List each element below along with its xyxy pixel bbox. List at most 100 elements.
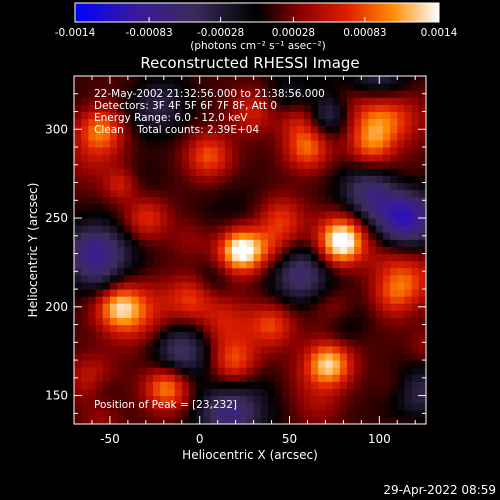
heatmap-cell bbox=[188, 232, 197, 240]
heatmap-cell bbox=[354, 246, 362, 255]
heatmap-cell bbox=[167, 367, 176, 375]
heatmap-cell bbox=[167, 402, 176, 411]
heatmap-cell bbox=[109, 168, 118, 176]
heatmap-cell bbox=[404, 189, 413, 198]
heatmap-cell bbox=[253, 104, 262, 113]
heatmap-cell bbox=[131, 388, 140, 397]
heatmap-cell bbox=[117, 310, 125, 318]
heatmap-cell bbox=[390, 83, 398, 91]
heatmap-cell bbox=[95, 139, 104, 148]
heatmap-cell bbox=[311, 409, 319, 418]
heatmap-cell bbox=[239, 367, 247, 375]
heatmap-cell bbox=[368, 175, 377, 184]
heatmap-cell bbox=[153, 125, 161, 134]
heatmap-cell bbox=[418, 168, 426, 176]
heatmap-cell bbox=[95, 161, 104, 169]
heatmap-cell bbox=[188, 409, 197, 418]
heatmap-cell bbox=[289, 367, 298, 375]
heatmap-cell bbox=[188, 281, 197, 290]
heatmap-cell bbox=[282, 274, 291, 283]
heatmap-cell bbox=[390, 210, 398, 219]
heatmap-cell bbox=[167, 317, 176, 326]
heatmap-cell bbox=[253, 182, 262, 191]
heatmap-cell bbox=[253, 154, 262, 162]
heatmap-cell bbox=[275, 189, 283, 198]
heatmap-cell bbox=[153, 274, 161, 283]
heatmap-cell bbox=[382, 147, 391, 155]
heatmap-cell bbox=[411, 381, 420, 389]
heatmap-cell bbox=[282, 296, 291, 304]
heatmap-cell bbox=[232, 267, 240, 276]
heatmap-cell bbox=[239, 139, 247, 148]
heatmap-cell bbox=[332, 182, 341, 191]
heatmap-cell bbox=[303, 253, 312, 262]
heatmap-cell bbox=[397, 161, 405, 169]
heatmap-cell bbox=[210, 281, 219, 290]
heatmap-cell bbox=[296, 239, 305, 247]
heatmap-cell bbox=[81, 381, 89, 389]
heatmap-cell bbox=[282, 154, 291, 162]
heatmap-cell bbox=[102, 90, 111, 98]
heatmap-cell bbox=[282, 168, 291, 176]
heatmap-cell bbox=[246, 416, 255, 424]
heatmap-cell bbox=[267, 147, 276, 155]
heatmap-cell bbox=[382, 154, 391, 162]
heatmap-cell bbox=[303, 104, 312, 113]
heatmap-cell bbox=[88, 218, 97, 226]
heatmap-cell bbox=[145, 83, 154, 91]
heatmap-cell bbox=[232, 374, 240, 382]
heatmap-cell bbox=[109, 239, 118, 247]
heatmap-cell bbox=[346, 132, 355, 141]
heatmap-cell bbox=[346, 161, 355, 169]
heatmap-cell bbox=[246, 232, 255, 240]
heatmap-cell bbox=[102, 267, 111, 276]
heatmap-cell bbox=[102, 161, 111, 169]
heatmap-cell bbox=[325, 182, 334, 191]
heatmap-cell bbox=[203, 253, 211, 262]
heatmap-cell bbox=[289, 338, 298, 347]
heatmap-cell bbox=[102, 303, 111, 311]
heatmap-cell bbox=[239, 125, 247, 134]
heatmap-cell bbox=[260, 111, 269, 120]
heatmap-cell bbox=[354, 395, 362, 404]
heatmap-cell bbox=[217, 175, 226, 184]
heatmap-cell bbox=[282, 118, 291, 127]
heatmap-cell bbox=[339, 147, 348, 155]
heatmap-cell bbox=[296, 104, 305, 113]
heatmap-cell bbox=[346, 374, 355, 382]
heatmap-cell bbox=[361, 352, 370, 361]
heatmap-cell bbox=[153, 253, 161, 262]
heatmap-cell bbox=[361, 161, 370, 169]
heatmap-cell bbox=[131, 83, 140, 91]
heatmap-cell bbox=[325, 168, 334, 176]
heatmap-cell bbox=[246, 267, 255, 276]
heatmap-cell bbox=[160, 289, 168, 297]
heatmap-cell bbox=[253, 395, 262, 404]
heatmap-cell bbox=[339, 338, 348, 347]
heatmap-cell bbox=[339, 260, 348, 269]
heatmap-cell bbox=[95, 324, 104, 333]
heatmap-cell bbox=[354, 175, 362, 184]
heatmap-cell bbox=[174, 260, 183, 269]
heatmap-cell bbox=[246, 203, 255, 212]
heatmap-cell bbox=[375, 253, 384, 262]
heatmap-cell bbox=[88, 388, 97, 397]
heatmap-cell bbox=[332, 274, 341, 283]
heatmap-cell bbox=[124, 402, 132, 411]
heatmap-cell bbox=[253, 274, 262, 283]
heatmap-cell bbox=[246, 189, 255, 198]
heatmap-cell bbox=[318, 232, 326, 240]
heatmap-cell bbox=[296, 125, 305, 134]
heatmap-cell bbox=[397, 274, 405, 283]
heatmap-cell bbox=[332, 260, 341, 269]
heatmap-cell bbox=[74, 104, 82, 113]
heatmap-cell bbox=[181, 246, 190, 255]
heatmap-cell bbox=[102, 274, 111, 283]
heatmap-cell bbox=[339, 303, 348, 311]
heatmap-cell bbox=[153, 246, 161, 255]
heatmap-cell bbox=[332, 253, 341, 262]
heatmap-cell bbox=[382, 168, 391, 176]
heatmap-cell bbox=[109, 274, 118, 283]
heatmap-cell bbox=[81, 203, 89, 212]
heatmap-cell bbox=[375, 267, 384, 276]
